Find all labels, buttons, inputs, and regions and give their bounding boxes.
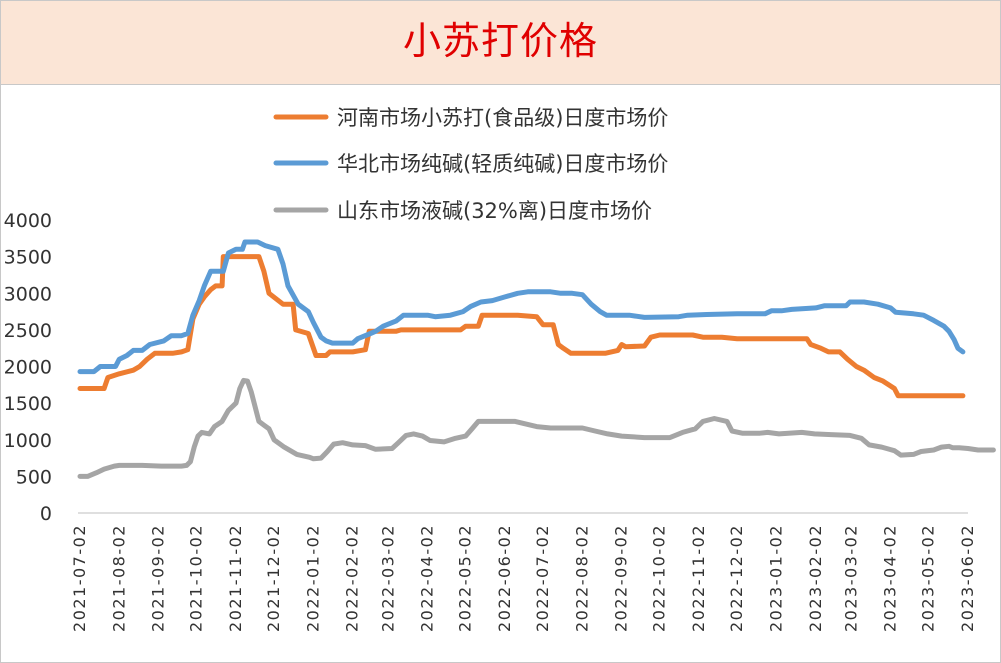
x-tick-label: 2022-09-02 [612,524,631,632]
x-tick-label: 2022-03-02 [378,524,397,632]
chart-title: 小苏打价格 [402,19,598,63]
y-tick-label: 2500 [4,320,52,342]
y-tick-label: 2000 [4,357,52,379]
legend-label-1: 河南市场小苏打(食品级)日度市场价 [337,106,668,130]
x-tick-label: 2023-02-02 [806,524,825,632]
x-tick-label: 2022-08-02 [572,524,591,632]
legend-label-3: 山东市场液碱(32%离)日度市场价 [337,199,652,223]
x-tick-label: 2021-11-02 [226,524,245,632]
y-tick-label: 4000 [4,210,52,232]
x-tick-label: 2021-08-02 [109,524,128,632]
legend-label-2: 华北市场纯碱(轻质纯碱)日度市场价 [337,152,668,176]
x-tick-label: 2022-02-02 [343,524,362,632]
series-line-2 [77,239,966,375]
x-tick-label: 2021-09-02 [149,524,168,632]
x-tick-label: 2021-07-02 [70,524,89,632]
y-tick-label: 3500 [4,247,52,269]
x-tick-label: 2022-12-02 [727,524,746,632]
x-tick-label: 2023-03-02 [841,524,860,632]
x-tick-label: 2022-04-02 [418,524,437,632]
legend: 河南市场小苏打(食品级)日度市场价华北市场纯碱(轻质纯碱)日度市场价山东市场液碱… [273,106,668,223]
x-tick-label: 2022-05-02 [456,524,475,632]
plot-area [77,239,996,479]
x-tick-label: 2023-06-02 [958,524,977,632]
x-tick-label: 2023-05-02 [919,524,938,632]
x-tick-label: 2022-07-02 [533,524,552,632]
y-tick-label: 1500 [4,393,52,415]
title-bar: 小苏打价格 [1,1,1000,85]
y-tick-label: 0 [40,503,52,525]
y-tick-label: 1000 [4,430,52,452]
x-tick-label: 2022-06-02 [495,524,514,632]
x-tick-label: 2021-10-02 [187,524,206,632]
x-tick-label: 2021-12-02 [264,524,283,632]
y-tick-label: 500 [16,466,52,488]
x-tick-label: 2022-01-02 [303,524,322,632]
y-axis: 0 500 1000 1500 2000 2500 3000 3500 4000 [4,210,52,525]
y-tick-label: 3000 [4,283,52,305]
x-tick-label: 2023-04-02 [881,524,900,632]
x-tick-label: 2022-11-02 [689,524,708,632]
x-tick-label: 2022-10-02 [650,524,669,632]
x-tick-label: 2023-01-02 [766,524,785,632]
series-line-1 [77,254,966,399]
series-line-3 [77,377,996,479]
x-axis: 2021-07-02 2021-08-02 2021-09-02 2021-10-02… [70,512,977,632]
